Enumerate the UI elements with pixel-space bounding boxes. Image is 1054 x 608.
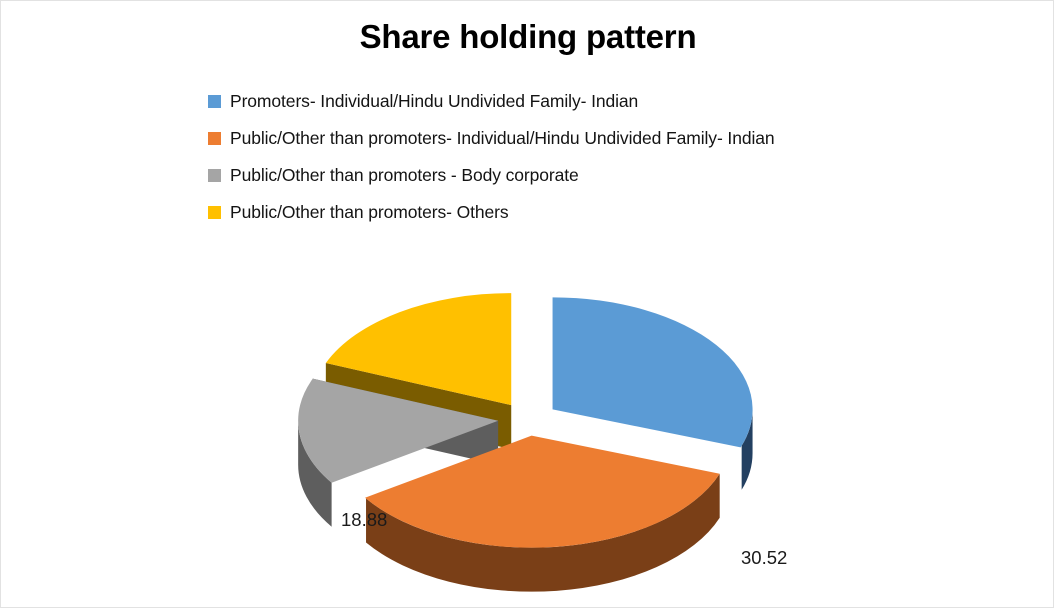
pie-slice-gray-rim-0 <box>298 419 332 527</box>
legend-item-label: Public/Other than promoters- Individual/… <box>230 128 775 148</box>
pie-slice-blue-rim-0 <box>741 409 753 490</box>
pie-slice-orange[interactable] <box>365 435 720 592</box>
legend-swatch-blue-icon <box>208 95 221 108</box>
legend-swatch-yellow-icon <box>208 206 221 219</box>
legend-item-public-other-than-promoters-others[interactable]: Public/Other than promoters- Others <box>208 194 908 231</box>
pie-slice-orange-top <box>365 435 720 548</box>
pie-chart-3d <box>298 293 753 592</box>
pie-slice-blue[interactable] <box>552 297 753 490</box>
legend-swatch-orange-icon <box>208 132 221 145</box>
legend-item-public-other-than-promoters-individual-hindu-undivided-family-indian[interactable]: Public/Other than promoters- Individual/… <box>208 120 908 157</box>
legend-item-promoters-individual-hindu-undivided-family-indian[interactable]: Promoters- Individual/Hindu Undivided Fa… <box>208 83 908 120</box>
pie-slice-blue-top <box>552 297 753 448</box>
legend-item-label: Promoters- Individual/Hindu Undivided Fa… <box>230 91 639 111</box>
pie-slice-orange-rim-0 <box>366 473 720 592</box>
legend-item-label: Public/Other than promoters - Body corpo… <box>230 165 579 185</box>
pie-slice-gray[interactable] <box>298 378 499 527</box>
legend-item-public-other-than-promoters-body-corporate[interactable]: Public/Other than promoters - Body corpo… <box>208 157 908 194</box>
legend-item-label: Public/Other than promoters- Others <box>230 202 509 222</box>
data-label-blue: 30.52 <box>741 547 788 568</box>
data-label-yellow: 18.88 <box>341 509 388 530</box>
chart-legend: Promoters- Individual/Hindu Undivided Fa… <box>208 83 908 231</box>
pie-plot-area: 30.52 35.14 15.46 18.88 <box>1 239 1053 607</box>
legend-swatch-gray-icon <box>208 169 221 182</box>
pie-slice-gray-top <box>298 378 499 483</box>
chart-title: Share holding pattern <box>359 18 697 55</box>
pie-slice-yellow-top <box>325 293 512 406</box>
